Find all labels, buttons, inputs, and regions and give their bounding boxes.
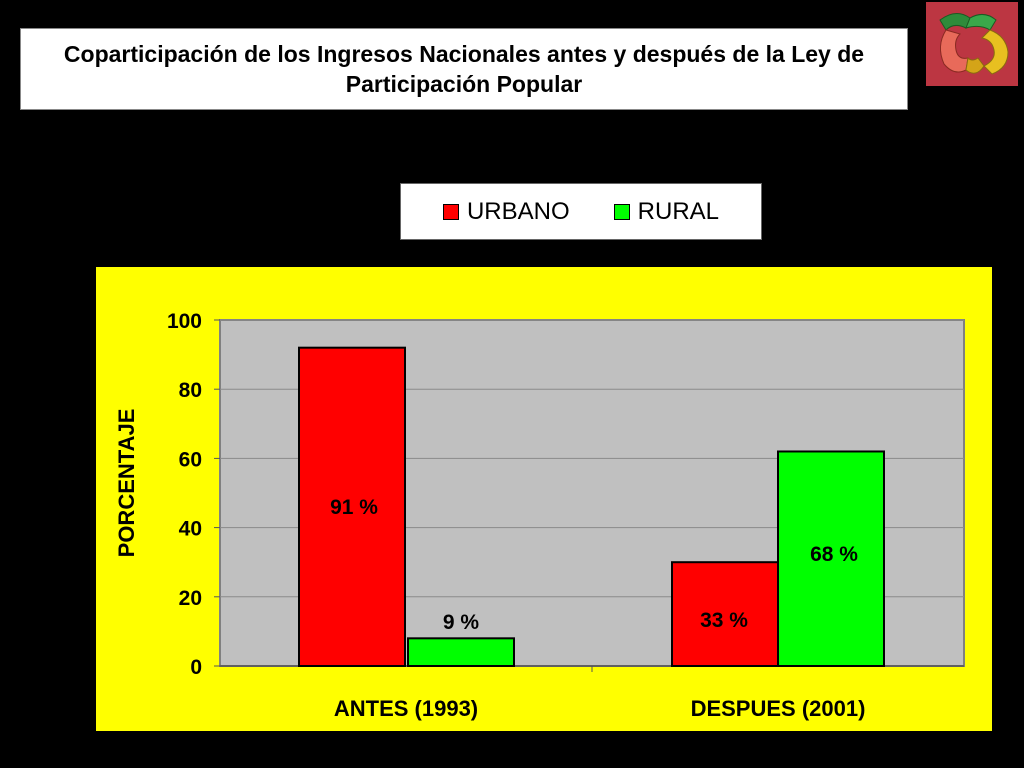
legend-item-rural: RURAL	[613, 197, 720, 226]
x-tick-label: DESPUES (2001)	[691, 696, 866, 721]
clasped-hands-icon	[926, 2, 1018, 86]
legend-label-rural: RURAL	[637, 197, 720, 225]
bar-rural-0	[407, 637, 515, 668]
y-tick-label: 60	[179, 448, 202, 471]
x-tick-label: ANTES (1993)	[334, 696, 478, 721]
y-tick-label: 20	[179, 587, 202, 610]
data-label-rural-1: 68 %	[810, 543, 858, 566]
legend-label-urbano: URBANO	[466, 197, 570, 225]
legend-item-urbano: URBANO	[442, 197, 570, 226]
y-tick-label: 100	[167, 310, 202, 333]
data-label-urbano-0: 91 %	[330, 496, 378, 519]
data-label-urbano-1: 33 %	[700, 609, 748, 632]
y-tick-label: 0	[190, 656, 202, 679]
legend-swatch-rural	[613, 203, 630, 220]
chart-title-box: Coparticipación de los Ingresos Nacional…	[20, 28, 908, 110]
data-label-rural-0: 9 %	[443, 611, 480, 634]
chart-legend: URBANO RURAL	[400, 183, 762, 240]
y-tick-label: 40	[179, 518, 202, 541]
bar-urbano-1	[671, 561, 779, 668]
chart-title: Coparticipación de los Ingresos Nacional…	[63, 41, 865, 97]
bar-urbano-0	[298, 346, 406, 667]
y-axis-label: PORCENTAJE	[114, 409, 139, 558]
y-tick-label: 80	[179, 379, 202, 402]
legend-swatch-urbano	[442, 203, 459, 220]
bar-rural-1	[777, 450, 885, 668]
